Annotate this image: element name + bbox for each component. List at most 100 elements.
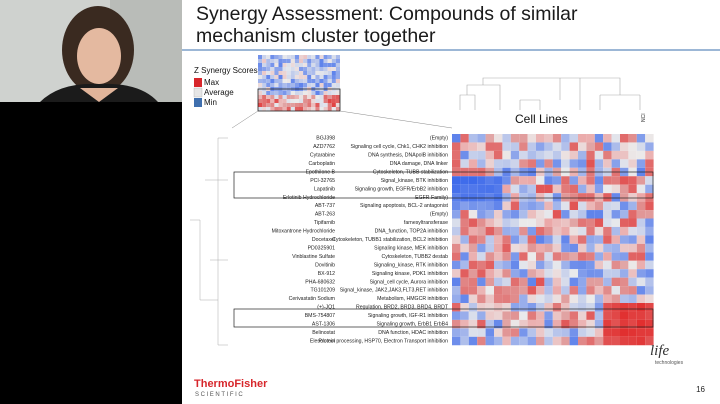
- heatmap-cell: [536, 303, 545, 312]
- heatmap-cell: [645, 311, 654, 320]
- heatmap-cell: [578, 286, 587, 295]
- heatmap-cell: [603, 210, 612, 219]
- mechanism: Signaling growth, ErbB1 ErbB4: [376, 322, 448, 328]
- thumbnail-cell: [286, 103, 291, 107]
- thumbnail-cell: [299, 71, 304, 75]
- mechanism: DNA damage, DNA linker: [390, 161, 449, 167]
- heatmap-cell: [544, 328, 553, 337]
- heatmap-cell: [485, 201, 494, 211]
- heatmap-cell: [620, 176, 629, 185]
- heatmap-cell: [544, 235, 553, 244]
- heatmap-cell: [519, 159, 528, 168]
- thumbnail-cell: [270, 79, 275, 83]
- column-tag: NCI: [641, 113, 647, 122]
- thumbnail-cell: [307, 99, 312, 103]
- heatmap-cell: [628, 243, 637, 253]
- heatmap-cell: [620, 218, 629, 227]
- thumbnail-cell: [278, 75, 283, 79]
- thumbnail-cell: [290, 59, 295, 63]
- heatmap-cell: [628, 328, 637, 337]
- heatmap-cell: [502, 277, 511, 287]
- heatmap-cell: [569, 176, 578, 185]
- heatmap-cell: [561, 134, 570, 143]
- heatmap-cell: [628, 201, 637, 211]
- heatmap-cell: [544, 319, 553, 329]
- heatmap-cell: [510, 184, 520, 194]
- heatmap-cell: [519, 193, 528, 202]
- heatmap-cell: [536, 328, 545, 337]
- heatmap-cell: [620, 210, 629, 219]
- thumbnail-cell: [282, 83, 287, 87]
- compound-name: Cytarabine: [310, 153, 335, 159]
- thumbnail-cell: [286, 63, 291, 67]
- heatmap-cell: [468, 311, 478, 320]
- thumbnail-cell: [299, 107, 304, 111]
- thumbnail-cell: [274, 107, 279, 111]
- heatmap-cell: [561, 319, 570, 329]
- heatmap-cell: [536, 336, 545, 346]
- thumbnail-cell: [282, 71, 287, 75]
- heatmap-cell: [485, 252, 494, 261]
- heatmap-cell: [452, 159, 461, 168]
- heatmap-cell: [519, 303, 528, 312]
- thumbnail-cell: [262, 83, 267, 87]
- thumbnail-cell: [290, 83, 295, 87]
- heatmap-cell: [510, 134, 520, 143]
- legend-item: Average: [204, 88, 234, 97]
- heatmap-cell: [636, 150, 646, 160]
- thumbnail-cell: [274, 79, 279, 83]
- heatmap-cell: [552, 218, 562, 227]
- heatmap-cell: [485, 193, 494, 202]
- heatmap-cell: [477, 218, 486, 227]
- heatmap-cell: [620, 243, 629, 253]
- heatmap-cell: [628, 226, 637, 236]
- thumbnail-cell: [270, 59, 275, 63]
- heatmap-cell: [544, 294, 553, 303]
- heatmap-cell: [594, 142, 604, 151]
- heatmap-cell: [628, 142, 637, 151]
- heatmap-cell: [452, 269, 461, 278]
- thumbnail-cell: [299, 91, 304, 95]
- heatmap-cell: [645, 235, 654, 244]
- heatmap-cell: [502, 294, 511, 303]
- compound-name: ABT-737: [315, 203, 335, 209]
- mechanism: (Empty): [430, 212, 448, 218]
- thumbnail-cell: [311, 107, 316, 111]
- heatmap-cell: [544, 159, 553, 168]
- heatmap-cell: [477, 303, 486, 312]
- heatmap-cell: [620, 303, 629, 312]
- legend-item: Min: [204, 98, 217, 107]
- thumbnail-cell: [282, 67, 287, 71]
- heatmap-cell: [552, 159, 562, 168]
- mechanism: Regulation, BRD2, BRD3, BRD4, BRDT: [356, 305, 449, 311]
- heatmap-cell: [578, 311, 587, 320]
- thumbnail-cell: [299, 63, 304, 67]
- compound-name: BGJ398: [316, 136, 335, 142]
- thumbnail-cell: [311, 91, 316, 95]
- compound-name: Epothilone B: [306, 169, 336, 175]
- heatmap-cell: [544, 260, 553, 270]
- thumbnail-cell: [319, 107, 324, 111]
- thumbnail-cell: [274, 83, 279, 87]
- heatmap-cell: [578, 201, 587, 211]
- heatmap-cell: [477, 336, 486, 346]
- brand: ThermoFisher: [194, 378, 268, 390]
- heatmap-cell: [527, 243, 536, 253]
- thumbnail-cell: [290, 63, 295, 67]
- thumbnail-cell: [286, 83, 291, 87]
- heatmap-cell: [628, 159, 637, 168]
- heatmap-cell: [636, 134, 646, 143]
- zoom-box: [257, 88, 341, 112]
- thumbnail-cell: [262, 67, 267, 71]
- heatmap-cell: [611, 269, 620, 278]
- heatmap-cell: [519, 184, 528, 194]
- heatmap-cell: [485, 336, 494, 346]
- heatmap-cell: [561, 252, 570, 261]
- legend-swatch: [194, 98, 202, 107]
- thumbnail-cell: [258, 55, 263, 59]
- thumbnail-cell: [323, 95, 328, 99]
- compound-name: TG101209: [310, 288, 335, 294]
- heatmap-cell: [502, 243, 511, 253]
- heatmap-cell: [544, 218, 553, 227]
- heatmap-cell: [594, 210, 604, 219]
